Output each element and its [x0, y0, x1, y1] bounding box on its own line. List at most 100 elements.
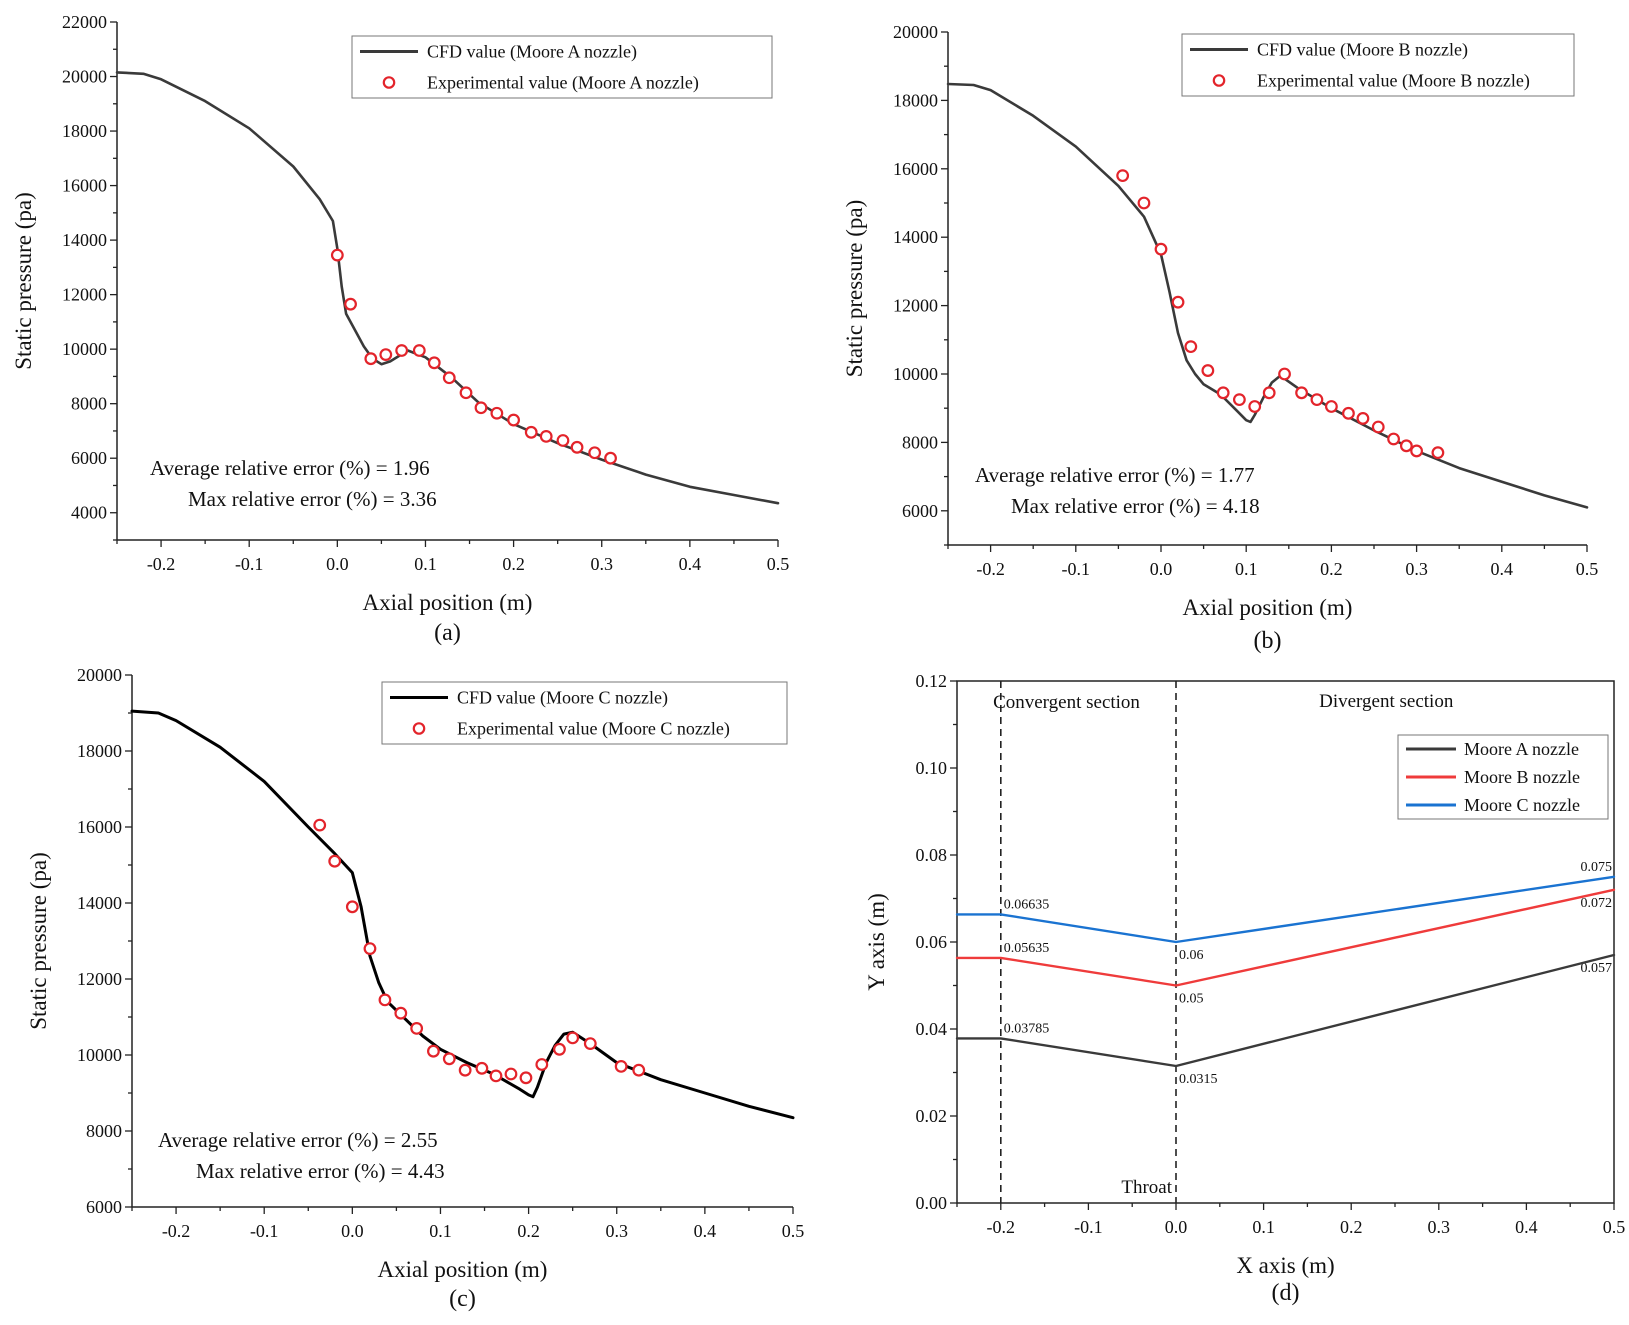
y-tick-label: 16000 [77, 817, 122, 837]
data-point [410, 1022, 424, 1035]
x-tick-label: 0.1 [1252, 1217, 1275, 1237]
data-point [489, 1069, 503, 1083]
point-value-label: 0.03785 [1004, 1021, 1050, 1036]
legend: Moore A nozzle Moore B nozzle Moore C nozz… [1397, 734, 1609, 820]
y-tick-label: 6000 [71, 448, 107, 468]
legend-entry: CFD value (Moore A nozzle) [427, 42, 637, 63]
data-point [507, 413, 520, 427]
x-tick-label: 0.3 [1405, 559, 1428, 579]
data-point [524, 425, 538, 439]
data-point [313, 818, 327, 832]
data-point [1137, 196, 1151, 210]
data-point [395, 344, 409, 357]
legend-entry: Experimental value (Moore A nozzle) [427, 73, 699, 94]
x-tick-label: 0.2 [502, 554, 525, 574]
x-tick-label: 0.5 [782, 1221, 805, 1241]
y-tick-label: 0.06 [916, 932, 948, 952]
data-point [330, 248, 344, 262]
x-tick-label: 0.4 [679, 554, 702, 574]
y-axis-title: Static pressure (pa) [842, 200, 867, 378]
panel-c: -0.2 -0.1 0.0 0.1 0.2 0.3 0.4 0.5 6000 8000 10000 1… [26, 665, 804, 1312]
legend-marker-swatch [1212, 74, 1226, 87]
y-tick-label: 8000 [71, 394, 107, 414]
y-tick-label: 12000 [893, 296, 938, 316]
error-annotation: Average relative error (%) = 2.55 [158, 1128, 438, 1152]
data-point [504, 1067, 518, 1081]
data-point [442, 371, 456, 385]
data-point [588, 446, 602, 460]
y-tick-label: 10000 [62, 339, 107, 359]
legend-entry: Moore B nozzle [1464, 767, 1580, 787]
data-point [458, 1063, 472, 1077]
y-tick-label: 0.10 [916, 758, 948, 778]
y-tick-label: 8000 [902, 432, 938, 452]
x-tick-label: 0.2 [1340, 1217, 1363, 1237]
data-point [344, 297, 357, 311]
x-tick-label: 0.4 [1515, 1217, 1538, 1237]
point-value-label: 0.0315 [1179, 1072, 1218, 1087]
x-tick-label: 0.1 [429, 1221, 452, 1241]
panel-label: (d) [1272, 1280, 1300, 1306]
panel-d: -0.2 -0.1 0.0 0.1 0.2 0.3 0.4 0.5 0.00 0.02 0.04 0.… [864, 671, 1625, 1306]
y-tick-label: 0.04 [916, 1019, 948, 1039]
data-point [519, 1071, 533, 1085]
x-tick-label: -0.2 [987, 1217, 1016, 1237]
data-point [1171, 295, 1185, 309]
data-point [328, 854, 342, 868]
x-axis-title: Axial position (m) [378, 1257, 548, 1282]
legend: CFD value (Moore B nozzle) Experimental v… [1181, 33, 1575, 97]
x-tick-label: -0.2 [162, 1221, 191, 1241]
data-point [1232, 393, 1246, 407]
data-point [345, 900, 359, 914]
panel-b: -0.2 -0.1 0.0 0.1 0.2 0.3 0.4 0.5 6000 8000 10000 1… [842, 22, 1598, 654]
y-tick-label: 0.02 [916, 1106, 948, 1126]
legend-marker-swatch [412, 722, 426, 735]
error-annotation: Average relative error (%) = 1.96 [150, 456, 430, 480]
data-point [427, 356, 441, 370]
y-axis-title: Y axis (m) [864, 893, 889, 991]
point-value-label: 0.072 [1581, 896, 1613, 911]
legend-entry: CFD value (Moore B nozzle) [1257, 40, 1468, 61]
data-point [379, 348, 393, 362]
point-value-label: 0.057 [1581, 961, 1613, 976]
x-tick-label: 0.0 [1150, 559, 1173, 579]
legend-box [1181, 33, 1575, 97]
x-tick-label: -0.1 [1074, 1217, 1103, 1237]
y-tick-label: 16000 [62, 176, 107, 196]
legend-entry: Experimental value (Moore C nozzle) [457, 719, 730, 740]
y-tick-label: 14000 [62, 230, 107, 250]
legend-entry: Moore C nozzle [1464, 795, 1580, 815]
data-point [539, 430, 553, 443]
data-point [1248, 400, 1262, 413]
point-value-label: 0.06 [1179, 948, 1204, 963]
x-tick-label: -0.2 [976, 559, 1005, 579]
x-tick-label: 0.3 [1428, 1217, 1451, 1237]
data-point [1356, 412, 1370, 425]
data-point [1154, 242, 1168, 256]
y-axis-title: Static pressure (pa) [11, 192, 36, 370]
x-tick-label: -0.1 [1062, 559, 1091, 579]
data-point [1399, 439, 1413, 453]
legend: CFD value (Moore A nozzle) Experimental v… [351, 35, 773, 99]
legend-box [351, 35, 773, 99]
x-tick-label: 0.2 [517, 1221, 540, 1241]
y-tick-label: 18000 [893, 90, 938, 110]
x-tick-label: 0.3 [605, 1221, 628, 1241]
section-label-divergent: Divergent section [1319, 691, 1454, 712]
y-tick-label: 10000 [893, 364, 938, 384]
data-point [1387, 432, 1400, 446]
data-point [1371, 420, 1385, 434]
y-tick-label: 16000 [893, 159, 938, 179]
data-point [1216, 386, 1230, 400]
x-tick-label: 0.2 [1320, 559, 1343, 579]
y-tick-label: 22000 [62, 12, 107, 32]
error-annotation: Max relative error (%) = 4.43 [196, 1159, 445, 1183]
data-point [363, 942, 377, 955]
data-point [556, 434, 570, 447]
series-line [955, 953, 1616, 1068]
x-tick-label: -0.2 [147, 554, 176, 574]
y-tick-label: 20000 [62, 67, 107, 87]
y-tick-label: 10000 [77, 1045, 122, 1065]
series-line [955, 888, 1616, 987]
